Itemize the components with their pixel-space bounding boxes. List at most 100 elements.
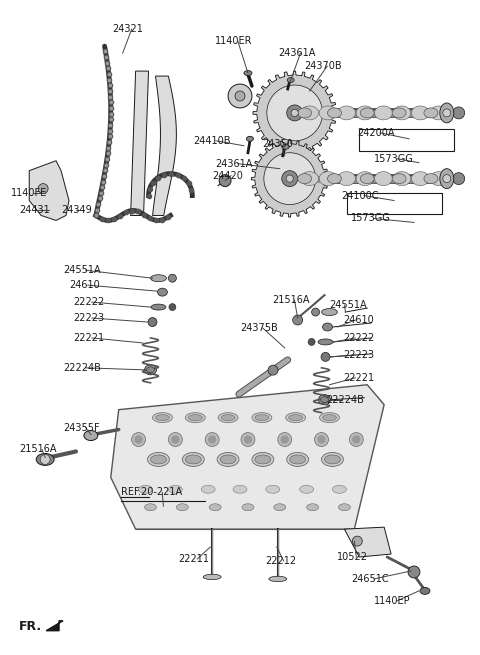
Ellipse shape <box>168 485 182 493</box>
Polygon shape <box>430 106 448 120</box>
Text: 1573GG: 1573GG <box>351 214 391 223</box>
Polygon shape <box>356 172 374 185</box>
Polygon shape <box>46 621 63 631</box>
Text: 24361A: 24361A <box>215 159 252 169</box>
Circle shape <box>228 84 252 108</box>
Text: 22224B: 22224B <box>326 395 364 405</box>
Ellipse shape <box>287 77 294 83</box>
Polygon shape <box>411 172 429 185</box>
Circle shape <box>268 365 278 375</box>
Polygon shape <box>411 106 429 120</box>
Circle shape <box>408 566 420 578</box>
Ellipse shape <box>233 485 247 493</box>
Text: 24200A: 24200A <box>357 128 395 138</box>
Ellipse shape <box>392 174 406 183</box>
Text: 24420: 24420 <box>212 171 243 181</box>
Ellipse shape <box>338 504 350 511</box>
Polygon shape <box>319 106 337 120</box>
Circle shape <box>318 436 325 443</box>
Text: 24610: 24610 <box>344 315 374 325</box>
Text: 22222: 22222 <box>343 333 374 343</box>
Circle shape <box>278 432 292 447</box>
Ellipse shape <box>327 108 341 118</box>
Text: 22211: 22211 <box>179 554 209 564</box>
Ellipse shape <box>201 485 215 493</box>
Polygon shape <box>393 106 411 120</box>
Circle shape <box>291 109 298 117</box>
Text: 22224B: 22224B <box>63 363 101 373</box>
Text: 24349: 24349 <box>61 206 92 215</box>
Polygon shape <box>337 106 356 120</box>
Ellipse shape <box>218 413 238 422</box>
Ellipse shape <box>156 415 169 421</box>
Polygon shape <box>300 106 319 120</box>
Ellipse shape <box>203 574 221 580</box>
Ellipse shape <box>288 415 302 421</box>
Ellipse shape <box>242 504 254 511</box>
Text: 24355F: 24355F <box>63 422 100 432</box>
Ellipse shape <box>318 339 333 345</box>
Polygon shape <box>29 160 69 221</box>
Ellipse shape <box>221 415 235 421</box>
Ellipse shape <box>323 415 336 421</box>
Polygon shape <box>111 384 384 529</box>
Ellipse shape <box>244 71 252 75</box>
Ellipse shape <box>274 504 286 511</box>
Ellipse shape <box>252 453 274 466</box>
Text: 24610: 24610 <box>69 280 100 290</box>
Ellipse shape <box>287 453 309 466</box>
Text: 1140ER: 1140ER <box>215 36 252 47</box>
Ellipse shape <box>286 413 306 422</box>
Circle shape <box>205 432 219 447</box>
Ellipse shape <box>321 397 328 403</box>
Text: 24651C: 24651C <box>351 574 389 584</box>
Ellipse shape <box>36 453 54 466</box>
Ellipse shape <box>176 504 188 511</box>
Ellipse shape <box>209 504 221 511</box>
Ellipse shape <box>252 413 272 422</box>
Ellipse shape <box>420 588 430 594</box>
Text: 24410B: 24410B <box>193 136 231 146</box>
Ellipse shape <box>282 144 289 149</box>
Text: 1140EP: 1140EP <box>374 596 411 606</box>
Polygon shape <box>393 172 411 185</box>
Circle shape <box>312 308 320 316</box>
Polygon shape <box>267 85 323 141</box>
Circle shape <box>349 432 363 447</box>
Polygon shape <box>264 153 315 204</box>
Circle shape <box>244 436 252 443</box>
Polygon shape <box>356 106 374 120</box>
Polygon shape <box>430 172 448 185</box>
Polygon shape <box>300 172 319 185</box>
Circle shape <box>235 91 245 101</box>
Circle shape <box>38 183 48 194</box>
Text: 24350: 24350 <box>262 139 293 149</box>
Ellipse shape <box>255 455 271 464</box>
Circle shape <box>321 352 330 362</box>
Polygon shape <box>131 71 148 215</box>
Ellipse shape <box>84 430 98 441</box>
Ellipse shape <box>139 485 153 493</box>
Ellipse shape <box>319 395 330 405</box>
Circle shape <box>209 436 216 443</box>
Ellipse shape <box>217 453 239 466</box>
Text: 21516A: 21516A <box>19 445 57 455</box>
Circle shape <box>168 274 176 282</box>
Circle shape <box>132 432 145 447</box>
Ellipse shape <box>300 485 313 493</box>
Ellipse shape <box>424 174 438 183</box>
Circle shape <box>443 109 451 117</box>
Ellipse shape <box>307 504 319 511</box>
Circle shape <box>286 175 293 182</box>
Polygon shape <box>253 71 336 155</box>
Circle shape <box>40 455 50 464</box>
Ellipse shape <box>440 103 454 123</box>
Text: FR.: FR. <box>19 620 42 633</box>
Circle shape <box>168 432 182 447</box>
Ellipse shape <box>147 453 169 466</box>
Ellipse shape <box>322 309 337 316</box>
Bar <box>348 193 442 214</box>
Text: 24321: 24321 <box>113 24 144 34</box>
Ellipse shape <box>151 304 166 310</box>
Text: 22212: 22212 <box>265 556 296 566</box>
